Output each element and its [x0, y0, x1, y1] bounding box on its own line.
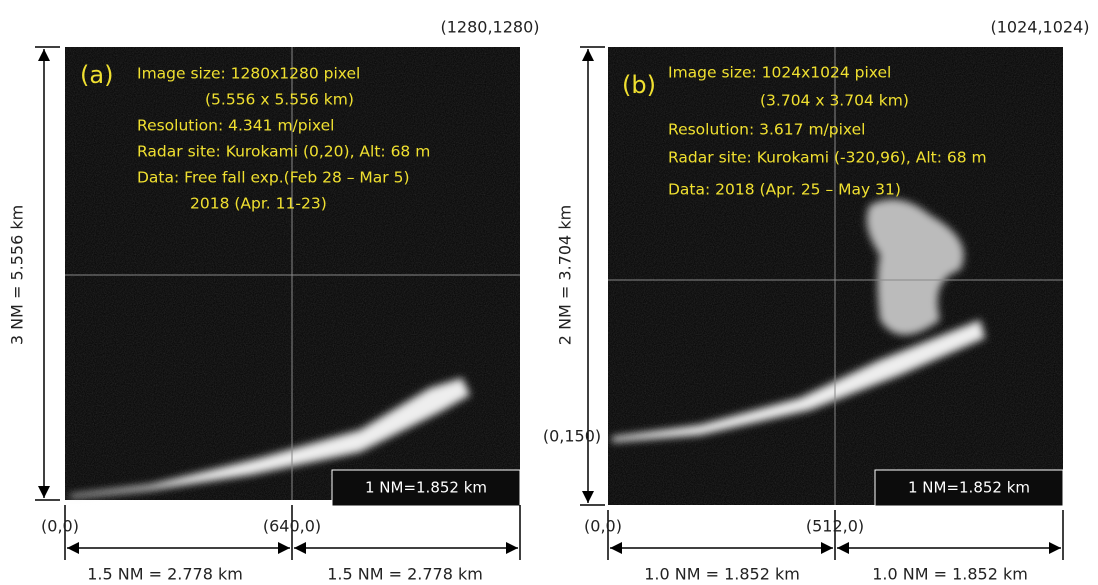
horizontal-scale: 1.0 NM = 1.852 km: [872, 565, 1028, 584]
scale-bar: 1 NM=1.852 km: [908, 479, 1030, 497]
info-line: Radar site: Kurokami (-320,96), Alt: 68 …: [668, 149, 987, 167]
horizontal-scale: 1.5 NM = 2.778 km: [87, 565, 243, 584]
left-marker: (0,150): [543, 427, 601, 446]
info-line: (5.556 x 5.556 km): [205, 91, 354, 109]
info-line: Resolution: 3.617 m/pixel: [668, 121, 865, 139]
info-line: Image size: 1280x1280 pixel: [137, 65, 360, 83]
panel-label: (a): [80, 61, 113, 89]
origin-label: (0,0): [41, 517, 79, 536]
info-line: Radar site: Kurokami (0,20), Alt: 68 m: [137, 143, 430, 161]
vertical-scale: 3 NM = 5.556 km: [8, 205, 27, 345]
corner-label: (1024,1024): [990, 18, 1089, 37]
origin-label: (0,0): [584, 517, 622, 536]
panel-label: (b): [622, 71, 656, 99]
info-line: (3.704 x 3.704 km): [760, 92, 909, 110]
scale-bar: 1 NM=1.852 km: [365, 479, 487, 497]
info-line: Data: 2018 (Apr. 25 – May 31): [668, 181, 901, 199]
vertical-scale: 2 NM = 3.704 km: [556, 205, 575, 345]
info-line: Image size: 1024x1024 pixel: [668, 64, 891, 82]
info-line: Resolution: 4.341 m/pixel: [137, 117, 334, 135]
radar-image: [608, 47, 1064, 507]
info-line: Data: Free fall exp.(Feb 28 – Mar 5): [137, 169, 410, 187]
radar-image: [65, 47, 521, 507]
center-label: (640,0): [263, 517, 321, 536]
corner-label: (1280,1280): [440, 18, 539, 37]
horizontal-scale: 1.0 NM = 1.852 km: [644, 565, 800, 584]
horizontal-scale: 1.5 NM = 2.778 km: [327, 565, 483, 584]
center-label: (512,0): [806, 517, 864, 536]
info-line: 2018 (Apr. 11-23): [190, 195, 327, 213]
dimension-arrows: [35, 46, 1064, 560]
